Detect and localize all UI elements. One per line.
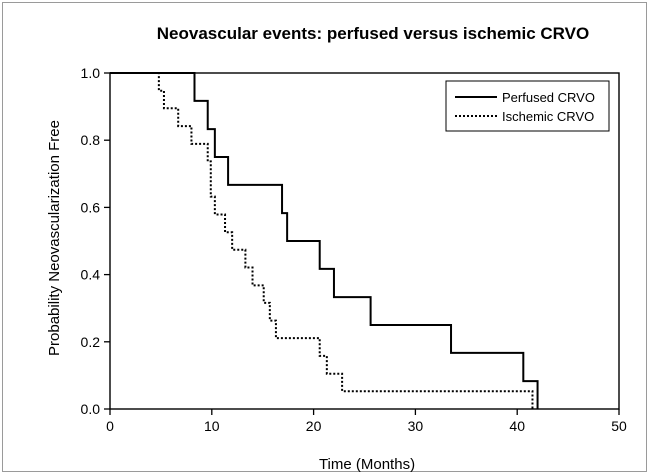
y-tick-label-4: 0.8 — [81, 132, 101, 148]
x-tick-label-2: 20 — [306, 418, 322, 434]
legend: Perfused CRVO Ischemic CRVO — [445, 80, 610, 132]
plot-area-frame — [109, 72, 620, 410]
y-tick-label-2: 0.4 — [81, 267, 101, 283]
y-tick-label-0: 0.0 — [81, 401, 101, 417]
series-lines — [110, 72, 539, 409]
x-axis-label: Time (Months) — [319, 456, 415, 473]
axis-ticks: 0 10 20 30 40 50 0.0 0.2 0.4 0.6 0.8 1.0 — [81, 65, 627, 434]
y-axis-label: Probability Neovascularization Free — [46, 120, 63, 356]
legend-box — [445, 80, 610, 132]
y-tick-label-1: 0.2 — [81, 334, 101, 350]
x-tick-label-4: 40 — [509, 418, 525, 434]
legend-label-perfused: Perfused CRVO — [502, 90, 595, 105]
x-tick-label-5: 50 — [611, 418, 627, 434]
legend-label-ischemic: Ischemic CRVO — [502, 109, 594, 124]
y-tick-label-3: 0.6 — [81, 199, 101, 215]
x-tick-label-0: 0 — [106, 418, 114, 434]
chart-svg: Neovascular events: perfused versus isch… — [46, 24, 627, 473]
series-line-perfused — [110, 72, 539, 409]
chart-title: Neovascular events: perfused versus isch… — [157, 24, 589, 43]
y-tick-label-5: 1.0 — [81, 65, 101, 81]
series-line-ischemic — [110, 72, 534, 409]
x-tick-label-1: 10 — [204, 418, 220, 434]
x-tick-label-3: 30 — [408, 418, 424, 434]
